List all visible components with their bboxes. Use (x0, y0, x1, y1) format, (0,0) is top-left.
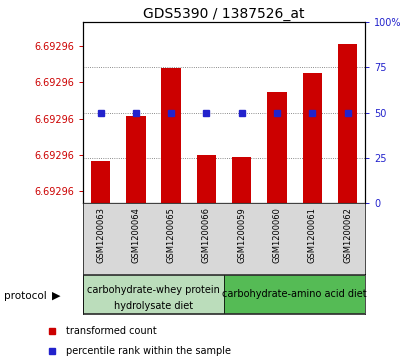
Bar (83, 275, 224, 313)
Title: GDS5390 / 1387526_at: GDS5390 / 1387526_at (143, 7, 305, 21)
Text: transformed count: transformed count (66, 326, 157, 336)
Text: GSM1200059: GSM1200059 (237, 207, 246, 262)
Bar (224, 275, 365, 313)
Text: GSM1200065: GSM1200065 (167, 207, 176, 263)
Text: GSM1200063: GSM1200063 (96, 207, 105, 263)
Text: GSM1200066: GSM1200066 (202, 207, 211, 263)
Bar (197, 155, 216, 203)
Text: GSM1200062: GSM1200062 (343, 207, 352, 263)
Bar (161, 68, 181, 203)
Text: protocol: protocol (4, 291, 47, 301)
Text: GSM1200064: GSM1200064 (132, 207, 140, 263)
Bar (91, 161, 110, 203)
Text: GSM1200061: GSM1200061 (308, 207, 317, 263)
Bar (338, 44, 357, 203)
Text: carbohydrate-amino acid diet: carbohydrate-amino acid diet (222, 289, 367, 299)
Bar (232, 157, 251, 203)
Text: GSM1200060: GSM1200060 (273, 207, 281, 263)
Text: percentile rank within the sample: percentile rank within the sample (66, 346, 231, 356)
Text: carbohydrate-whey protein: carbohydrate-whey protein (87, 285, 220, 295)
Bar (126, 116, 146, 203)
Bar (303, 73, 322, 203)
Text: ▶: ▶ (52, 291, 60, 301)
Bar (267, 92, 287, 203)
Text: hydrolysate diet: hydrolysate diet (114, 301, 193, 311)
